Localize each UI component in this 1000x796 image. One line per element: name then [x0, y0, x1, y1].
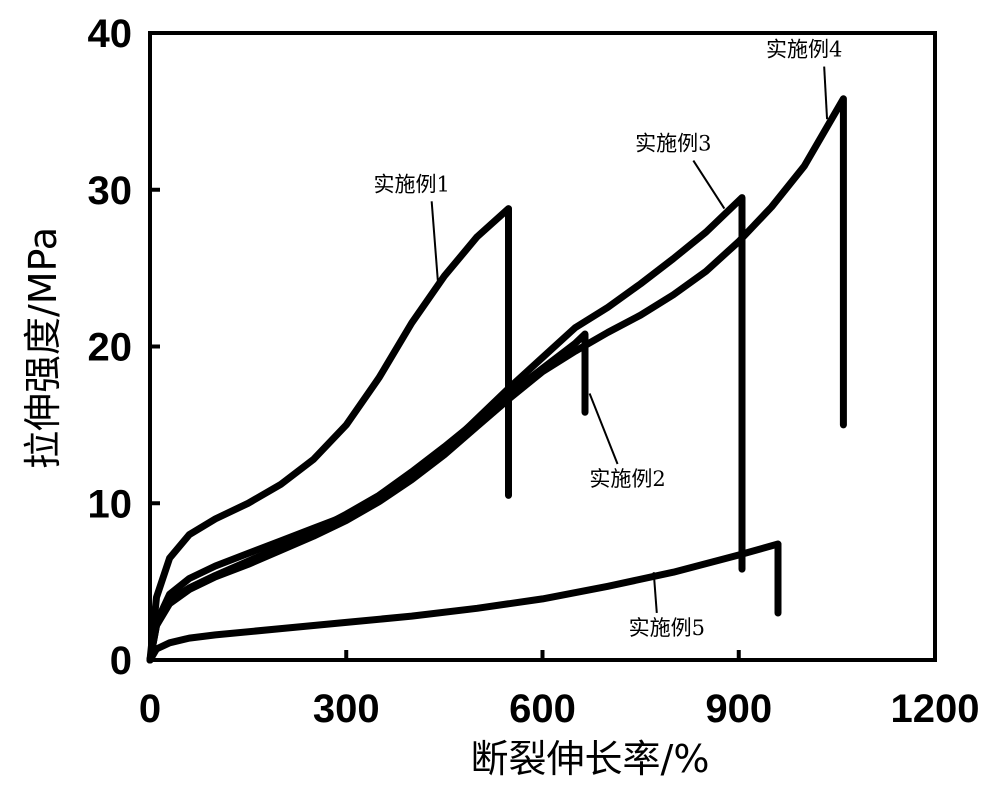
y-axis-title: 拉伸强度/MPa — [21, 227, 65, 469]
y-tick-label: 10 — [88, 482, 133, 526]
annotation-label-3: 实施例3 — [635, 132, 711, 156]
annotation-label-5: 实施例5 — [629, 616, 705, 640]
x-axis-title: 断裂伸长率/% — [471, 737, 710, 781]
annotation-leader-1 — [432, 201, 438, 280]
annotation-leaders — [432, 67, 827, 613]
y-tick-label: 40 — [88, 12, 133, 56]
plot-frame — [150, 33, 935, 660]
x-tick-label: 0 — [139, 687, 161, 731]
x-tick-label: 900 — [705, 687, 772, 731]
series-line-3 — [150, 198, 742, 660]
x-tick-label: 1200 — [891, 687, 980, 731]
annotation-labels: 实施例1 实施例2 实施例3 实施例4 实施例5 — [373, 38, 842, 640]
annotation-leader-2 — [590, 394, 618, 464]
x-tick-label: 600 — [509, 687, 576, 731]
annotation-label-4: 实施例4 — [766, 38, 842, 62]
annotation-label-1: 实施例1 — [373, 172, 449, 196]
series-curves — [150, 99, 843, 660]
annotation-leader-4 — [824, 67, 827, 120]
tensile-chart: 0 300 600 900 1200 0 10 20 30 40 实施例1 实施例2 实施例3 实施例4… — [0, 0, 1000, 796]
annotation-leader-3 — [693, 161, 724, 209]
plot-area — [150, 33, 935, 660]
y-tick-label: 30 — [88, 169, 133, 213]
y-tick-label: 20 — [88, 326, 133, 370]
annotation-label-2: 实施例2 — [589, 467, 665, 491]
y-tick-label: 0 — [110, 639, 132, 683]
x-tick-label: 300 — [313, 687, 380, 731]
